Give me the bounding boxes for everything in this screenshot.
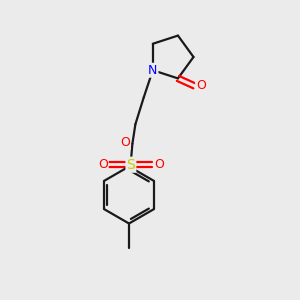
Text: O: O <box>120 136 130 149</box>
Text: S: S <box>127 158 135 172</box>
Text: O: O <box>154 158 164 171</box>
Text: N: N <box>148 64 158 77</box>
Text: O: O <box>196 80 206 92</box>
Text: O: O <box>98 158 108 171</box>
